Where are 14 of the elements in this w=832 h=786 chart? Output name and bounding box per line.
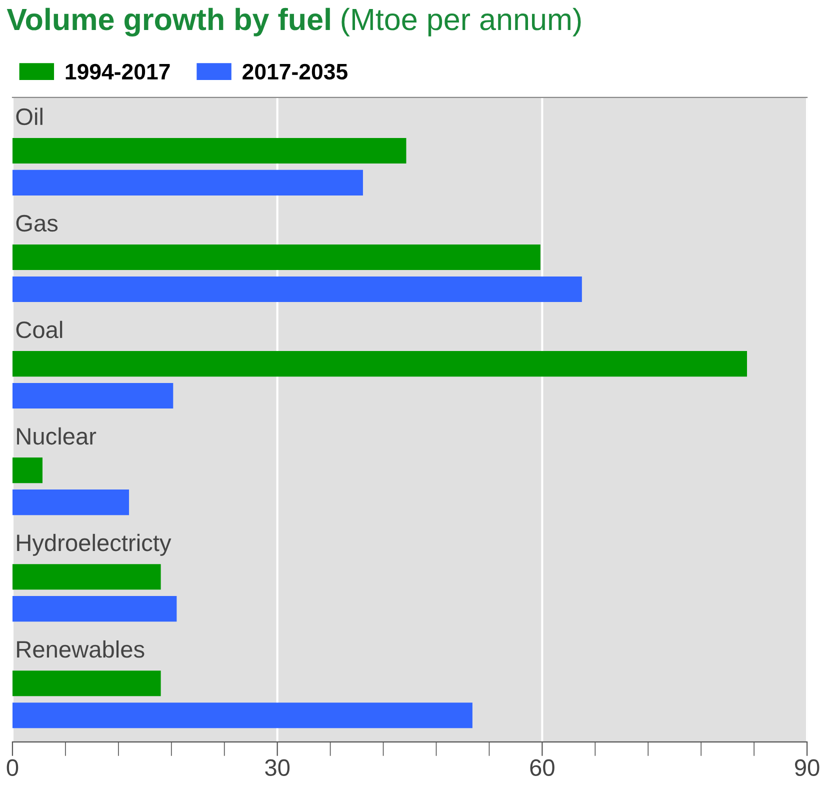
legend-label: 2017-2035: [242, 64, 348, 80]
x-tick-label: 90: [795, 759, 820, 776]
x-tick-label: 0: [6, 759, 18, 776]
y-tick-label: Renewables: [17, 640, 144, 658]
chart-title: Volume growth by fuel: [6, 8, 330, 36]
x-tick-label: 60: [530, 759, 554, 776]
y-tick-label: Coal: [16, 320, 62, 338]
y-tick-label: Gas: [16, 214, 58, 232]
y-tick-label: Hydroelectricty: [17, 534, 172, 556]
y-tick-label: Oil: [16, 108, 42, 126]
x-tick-label: 30: [265, 759, 290, 776]
y-tick-label: Nuclear: [17, 427, 96, 445]
legend-label: 1994-2017: [66, 64, 170, 80]
chart-subtitle: (Mtoe per annum): [342, 8, 581, 36]
